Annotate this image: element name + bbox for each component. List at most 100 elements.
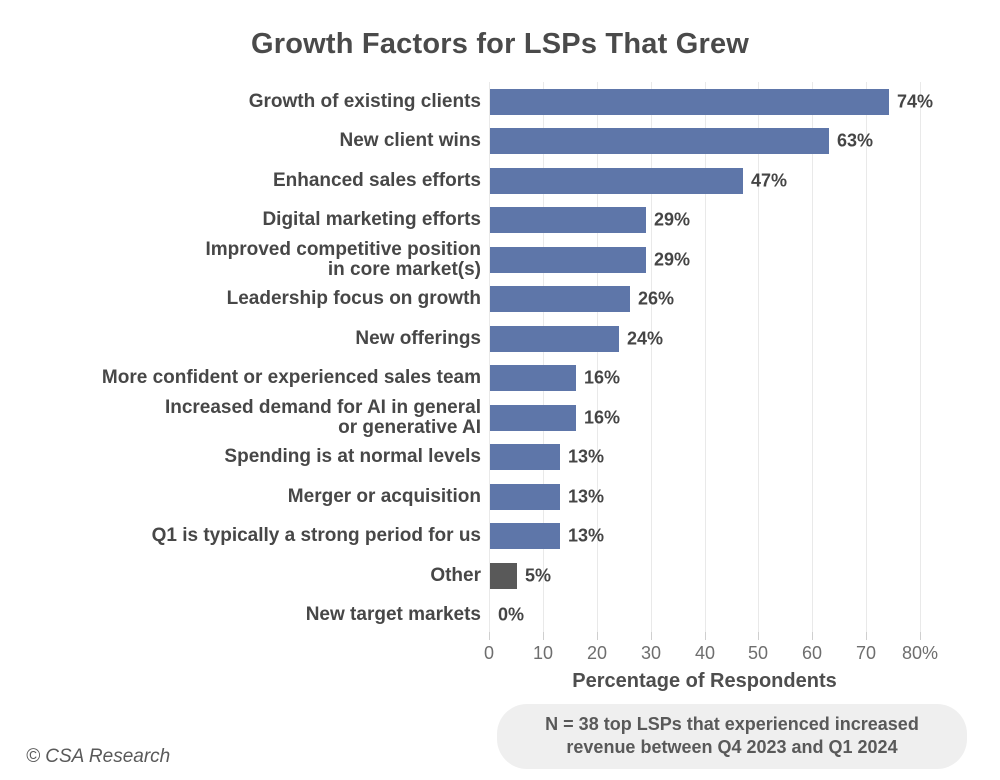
tick-mark (597, 632, 598, 640)
value-label: 63% (837, 130, 874, 151)
category-label: Leadership focus on growth (226, 288, 481, 310)
tick-mark (489, 632, 490, 640)
tick-label: 40 (694, 643, 716, 663)
category-label: New target markets (305, 604, 481, 626)
bar-track: 13% (489, 523, 1000, 550)
bar (490, 483, 560, 510)
category-label: Enhanced sales efforts (272, 169, 481, 191)
tick-label: 70 (855, 643, 877, 663)
tick-label: 60 (801, 643, 823, 663)
category-label: Q1 is typically a strong period for us (151, 525, 481, 547)
chart-title: Growth Factors for LSPs That Grew (250, 28, 750, 60)
gridline (597, 82, 598, 632)
bar-track: 63% (489, 128, 1000, 155)
chart-row: More confident or experienced sales team… (0, 359, 1000, 399)
tick-label: 0 (483, 643, 495, 663)
tick-mark (866, 632, 867, 640)
category-label: Growth of existing clients (248, 90, 481, 112)
x-axis-title: Percentage of Respondents (572, 670, 837, 692)
sample-note: N = 38 top LSPs that experienced increas… (497, 704, 967, 769)
value-label: 5% (525, 565, 552, 586)
copyright-text: © CSA Research (26, 746, 171, 767)
category-label: Other (430, 564, 481, 586)
gridline (705, 82, 706, 632)
bar-chart: Growth of existing clients 74% New client … (0, 82, 1000, 635)
category-label: Improved competitive position in core ma… (205, 238, 481, 280)
value-label: 13% (568, 486, 605, 507)
chart-row: Q1 is typically a strong period for us 13… (0, 517, 1000, 557)
tick-label: 20 (586, 643, 608, 663)
bar (490, 444, 560, 471)
tick-mark (705, 632, 706, 640)
bar (490, 365, 576, 392)
value-label: 26% (638, 288, 675, 309)
category-label: New offerings (355, 327, 481, 349)
plot-area (489, 82, 921, 632)
category-label: Spending is at normal levels (224, 446, 481, 468)
value-label: 13% (568, 525, 605, 546)
bar-track: 13% (489, 444, 1000, 471)
value-label: 74% (897, 91, 934, 112)
category-label: Digital marketing efforts (262, 209, 481, 231)
category-label: New client wins (339, 130, 481, 152)
value-label: 0% (498, 604, 525, 625)
bar (490, 562, 517, 589)
gridline (489, 82, 490, 632)
x-axis-tick-labels: 0 10 20 30 40 50 60 70 80% (484, 643, 938, 665)
tick-label: 30 (640, 643, 662, 663)
tick-label: 80% (901, 643, 939, 663)
value-label: 13% (568, 446, 605, 467)
tick-label: 50 (747, 643, 769, 663)
bar (490, 88, 889, 115)
value-label: 16% (584, 407, 621, 428)
chart-row: Enhanced sales efforts 47% (0, 161, 1000, 201)
gridline (920, 82, 921, 632)
category-label: Merger or acquisition (287, 485, 481, 507)
bar (490, 404, 576, 431)
value-label: 29% (654, 209, 691, 230)
chart-row: New target markets 0% (0, 596, 1000, 636)
bar-track: 29% (489, 246, 1000, 273)
tick-mark (651, 632, 652, 640)
chart-row: Improved competitive position in core ma… (0, 238, 1000, 280)
bar-track: 29% (489, 207, 1000, 234)
bar-track: 13% (489, 483, 1000, 510)
chart-row: Merger or acquisition 13% (0, 477, 1000, 517)
bar-track: 16% (489, 365, 1000, 392)
tick-mark (543, 632, 544, 640)
chart-rows: Growth of existing clients 74% New client … (0, 82, 1000, 635)
bar-track: 16% (489, 404, 1000, 431)
gridline (812, 82, 813, 632)
bar (490, 523, 560, 550)
chart-row: Growth of existing clients 74% (0, 82, 1000, 122)
chart-row: New client wins 63% (0, 122, 1000, 162)
bar (490, 207, 646, 234)
bar-track: 0% (489, 602, 1000, 628)
chart-row: Digital marketing efforts 29% (0, 201, 1000, 241)
bar-track: 26% (489, 286, 1000, 313)
category-label: More confident or experienced sales team (101, 367, 481, 389)
bar (490, 246, 646, 273)
tick-mark (812, 632, 813, 640)
bar-track: 5% (489, 562, 1000, 589)
tick-label: 10 (532, 643, 554, 663)
value-label: 24% (627, 328, 664, 349)
chart-row: Leadership focus on growth 26% (0, 280, 1000, 320)
chart-row: Increased demand for AI in general or ge… (0, 396, 1000, 438)
bar-track: 47% (489, 167, 1000, 194)
tick-mark (758, 632, 759, 640)
bar (490, 128, 829, 155)
gridline (543, 82, 544, 632)
value-label: 16% (584, 367, 621, 388)
category-label: Increased demand for AI in general or ge… (164, 396, 481, 438)
chart-row: Spending is at normal levels 13% (0, 438, 1000, 478)
bar (490, 325, 619, 352)
bar (490, 167, 743, 194)
value-label: 29% (654, 249, 691, 270)
value-label: 47% (751, 170, 788, 191)
chart-row: New offerings 24% (0, 319, 1000, 359)
chart-row: Other 5% (0, 556, 1000, 596)
gridline (651, 82, 652, 632)
tick-mark (920, 632, 921, 640)
bar (490, 286, 630, 313)
